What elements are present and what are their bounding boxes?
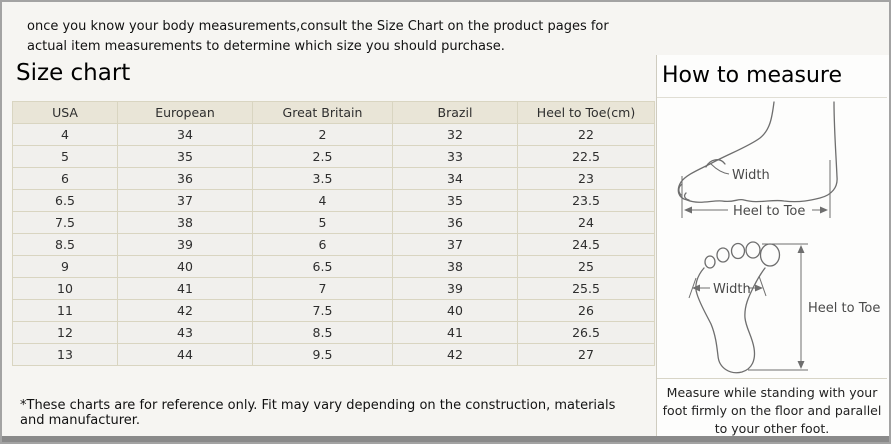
side-width-label: Width xyxy=(732,168,770,183)
column-header-great-britain: Great Britain xyxy=(252,101,393,124)
column-header-brazil: Brazil xyxy=(392,101,518,124)
table-cell: 3.5 xyxy=(252,167,393,190)
column-header-european: European xyxy=(117,101,253,124)
reference-footnote: *These charts are for reference only. Fi… xyxy=(20,398,616,428)
table-cell: 8.5 xyxy=(252,321,393,344)
table-header-row: USA European Great Britain Brazil Heel t… xyxy=(12,101,655,124)
table-cell: 24.5 xyxy=(517,233,655,256)
table-row: 5 35 2.5 33 22.5 xyxy=(12,145,655,168)
table-row: 4 34 2 32 22 xyxy=(12,123,655,146)
table-cell: 33 xyxy=(392,145,518,168)
table-cell: 7.5 xyxy=(252,299,393,322)
table-cell: 5 xyxy=(12,145,118,168)
table-row: 9 40 6.5 38 25 xyxy=(12,255,655,278)
table-cell: 9.5 xyxy=(252,343,393,366)
table-cell: 41 xyxy=(392,321,518,344)
column-header-usa: USA xyxy=(12,101,118,124)
table-cell: 40 xyxy=(117,255,253,278)
table-cell: 6 xyxy=(252,233,393,256)
table-cell: 44 xyxy=(117,343,253,366)
table-cell: 2 xyxy=(252,123,393,146)
table-row: 11 42 7.5 40 26 xyxy=(12,299,655,322)
table-cell: 7.5 xyxy=(12,211,118,234)
foot-sole-view-diagram: Width Heel to Toe xyxy=(688,241,880,374)
vertical-divider xyxy=(656,55,657,436)
table-cell: 39 xyxy=(117,233,253,256)
table-cell: 36 xyxy=(392,211,518,234)
table-cell: 5 xyxy=(252,211,393,234)
table-row: 6 36 3.5 34 23 xyxy=(12,167,655,190)
table-cell: 22 xyxy=(517,123,655,146)
table-cell: 38 xyxy=(392,255,518,278)
table-row: 13 44 9.5 42 27 xyxy=(12,343,655,366)
table-cell: 42 xyxy=(117,299,253,322)
table-cell: 12 xyxy=(12,321,118,344)
table-cell: 40 xyxy=(392,299,518,322)
table-cell: 27 xyxy=(517,343,655,366)
table-cell: 38 xyxy=(117,211,253,234)
size-table: USA European Great Britain Brazil Heel t… xyxy=(12,101,655,366)
sole-heel-to-toe-label: Heel to Toe xyxy=(808,301,880,316)
table-cell: 24 xyxy=(517,211,655,234)
side-heel-to-toe-label: Heel to Toe xyxy=(733,204,805,219)
table-cell: 42 xyxy=(392,343,518,366)
intro-text: once you know your body measurements,con… xyxy=(27,19,609,55)
table-cell: 11 xyxy=(12,299,118,322)
table-cell: 7 xyxy=(252,277,393,300)
table-cell: 25.5 xyxy=(517,277,655,300)
table-cell: 25 xyxy=(517,255,655,278)
how-to-measure-title: How to measure xyxy=(662,63,843,88)
table-cell: 36 xyxy=(117,167,253,190)
table-cell: 8.5 xyxy=(12,233,118,256)
table-cell: 22.5 xyxy=(517,145,655,168)
size-table-body: 4 34 2 32 22 5 35 2.5 33 22.5 6 36 3.5 34 23 6.5 37 4 35 23… xyxy=(12,123,655,366)
right-panel-background xyxy=(657,55,889,436)
table-cell: 6 xyxy=(12,167,118,190)
table-row: 12 43 8.5 41 26.5 xyxy=(12,321,655,344)
sole-width-label: Width xyxy=(713,282,751,297)
table-row: 6.5 37 4 35 23.5 xyxy=(12,189,655,212)
right-panel-top-divider xyxy=(657,97,887,98)
bottom-border-bar xyxy=(1,436,890,442)
table-row: 8.5 39 6 37 24.5 xyxy=(12,233,655,256)
size-chart-title: Size chart xyxy=(16,60,131,86)
table-cell: 4 xyxy=(12,123,118,146)
table-cell: 4 xyxy=(252,189,393,212)
table-cell: 43 xyxy=(117,321,253,344)
right-panel-bottom-divider xyxy=(657,378,887,379)
table-cell: 37 xyxy=(117,189,253,212)
table-cell: 6.5 xyxy=(252,255,393,278)
table-cell: 37 xyxy=(392,233,518,256)
table-cell: 2.5 xyxy=(252,145,393,168)
table-cell: 26.5 xyxy=(517,321,655,344)
foot-side-view-diagram: Width Heel to Toe xyxy=(677,101,838,219)
table-cell: 35 xyxy=(117,145,253,168)
table-cell: 9 xyxy=(12,255,118,278)
table-cell: 10 xyxy=(12,277,118,300)
table-cell: 34 xyxy=(392,167,518,190)
table-cell: 13 xyxy=(12,343,118,366)
table-cell: 39 xyxy=(392,277,518,300)
table-row: 10 41 7 39 25.5 xyxy=(12,277,655,300)
table-cell: 26 xyxy=(517,299,655,322)
table-cell: 34 xyxy=(117,123,253,146)
measure-note: Measure while standing with your foot fi… xyxy=(659,384,885,439)
table-cell: 6.5 xyxy=(12,189,118,212)
table-cell: 23 xyxy=(517,167,655,190)
column-header-heel-to-toe: Heel to Toe(cm) xyxy=(517,101,655,124)
table-cell: 41 xyxy=(117,277,253,300)
table-cell: 23.5 xyxy=(517,189,655,212)
table-cell: 32 xyxy=(392,123,518,146)
table-cell: 35 xyxy=(392,189,518,212)
table-row: 7.5 38 5 36 24 xyxy=(12,211,655,234)
